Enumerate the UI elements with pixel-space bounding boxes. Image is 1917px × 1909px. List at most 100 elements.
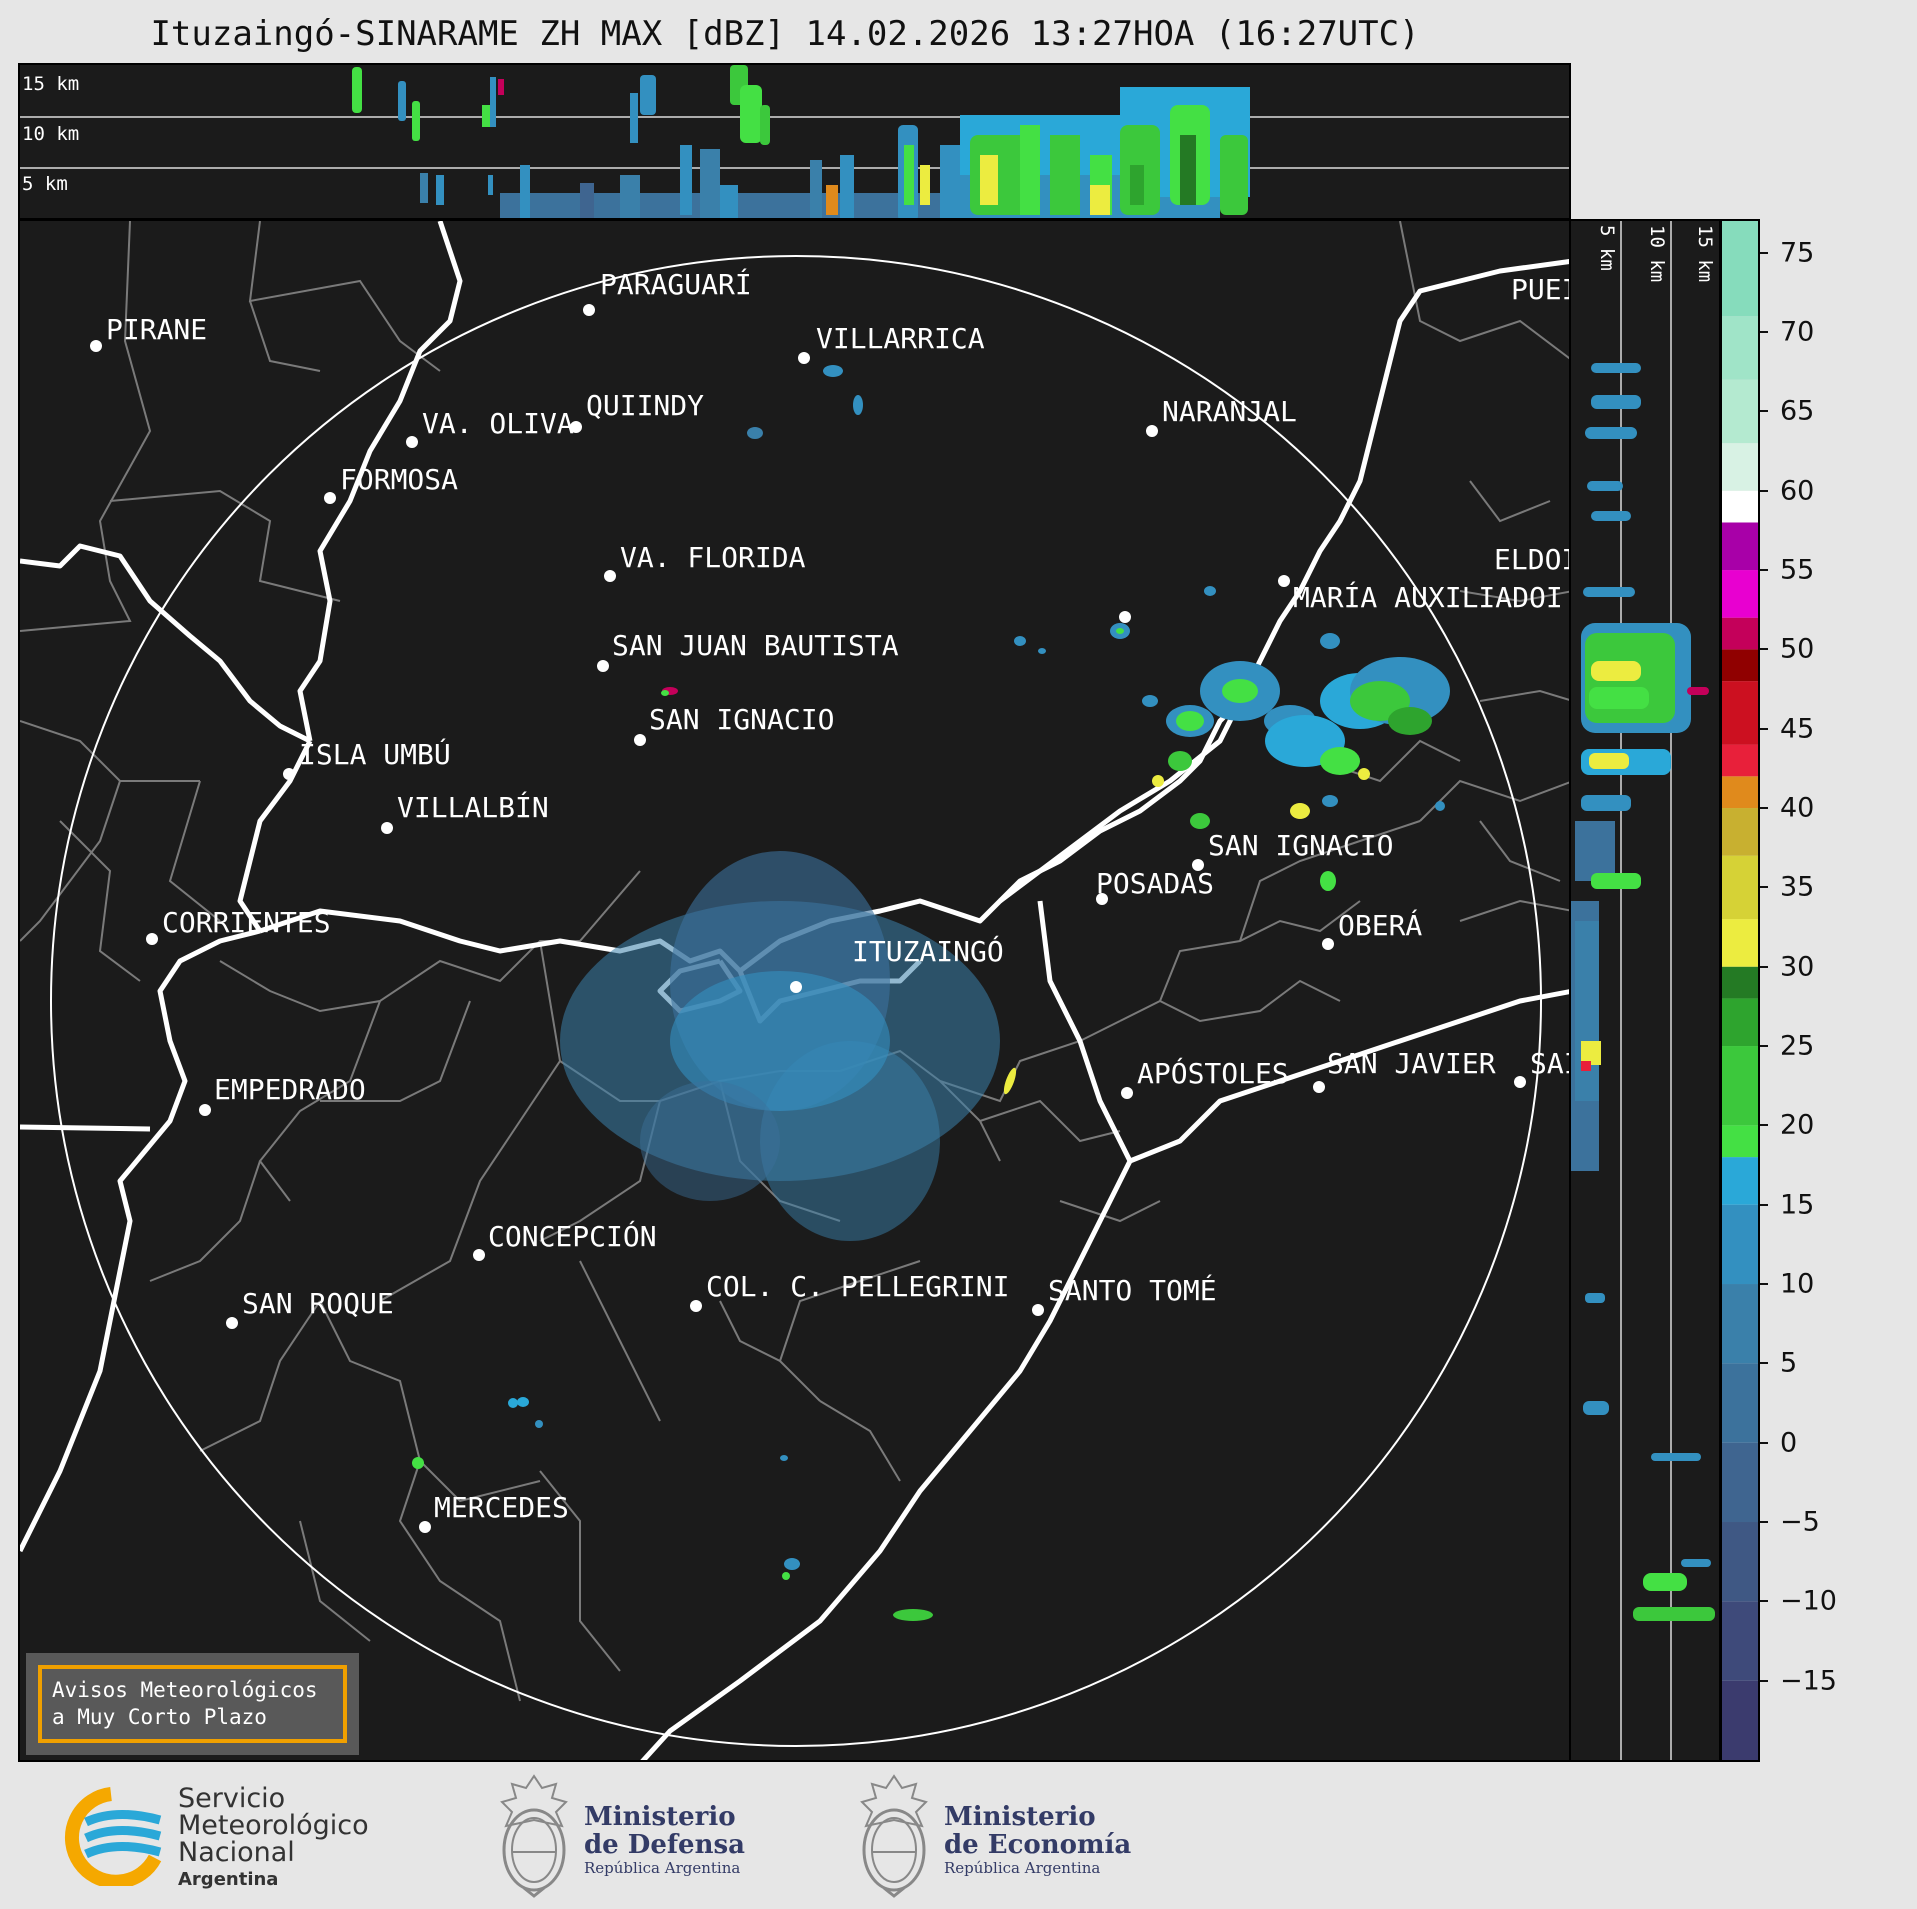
city-dot[interactable] xyxy=(1032,1304,1044,1316)
city-dot[interactable] xyxy=(1121,1087,1133,1099)
city-dot[interactable] xyxy=(381,822,393,834)
colorbar-tick-mark xyxy=(1760,1283,1768,1286)
city-label: COL. C. PELLEGRINI xyxy=(706,1270,1009,1303)
side-label-15km: 15 km xyxy=(1694,225,1716,282)
city-label: OBERÁ xyxy=(1338,908,1422,942)
colorbar-tick-label: 75 xyxy=(1780,237,1815,269)
city-dot[interactable] xyxy=(583,304,595,316)
city-dot[interactable] xyxy=(324,492,336,504)
city-dot[interactable] xyxy=(226,1317,238,1329)
city-label: EMPEDRADO xyxy=(214,1073,366,1106)
colorbar-tick-mark xyxy=(1760,331,1768,334)
colorbar-band xyxy=(1722,443,1758,491)
smn-name: Servicio Meteorológico Nacional Argentin… xyxy=(178,1785,369,1893)
city-label: SANTO TOMÉ xyxy=(1048,1273,1217,1307)
colorbar-tick-mark xyxy=(1760,1600,1768,1603)
colorbar-tick-mark xyxy=(1760,489,1768,492)
economia-name: Ministerio de Economía República Argenti… xyxy=(944,1803,1131,1877)
colorbar-tick-mark xyxy=(1760,569,1768,572)
smn-line-3: Nacional xyxy=(178,1837,295,1868)
colorbar-tick-mark xyxy=(1760,1521,1768,1523)
city-dot[interactable] xyxy=(1322,938,1334,950)
colorbar-tick-label: 35 xyxy=(1780,871,1815,903)
colorbar-band xyxy=(1722,522,1758,571)
colorbar-tick-label: 30 xyxy=(1780,951,1815,983)
city-dot[interactable] xyxy=(1096,893,1108,905)
city-dot[interactable] xyxy=(634,734,646,746)
colorbar-tick-label: 60 xyxy=(1780,475,1815,507)
colorbar-tick-label: 65 xyxy=(1780,395,1815,427)
city-dot[interactable] xyxy=(604,570,616,582)
colorbar-band xyxy=(1722,744,1758,777)
city-label: VA. OLIVA xyxy=(422,407,574,440)
city-label: POSADAS xyxy=(1096,867,1214,900)
city-dot[interactable] xyxy=(1192,859,1204,871)
city-label: PARAGUARÍ xyxy=(600,267,752,301)
city-label: PUEI xyxy=(1511,273,1571,306)
city-dot[interactable] xyxy=(406,436,418,448)
colorbar-tick-mark xyxy=(1760,648,1768,651)
city-dot[interactable] xyxy=(146,933,158,945)
economia-shield-icon xyxy=(860,1774,928,1898)
city-dot[interactable] xyxy=(690,1300,702,1312)
colorbar-tick-mark xyxy=(1760,1045,1768,1048)
warning-notice[interactable]: Avisos Meteorológicos a Muy Corto Plazo xyxy=(26,1653,359,1755)
colorbar-tick-label: 40 xyxy=(1780,792,1815,824)
colorbar-tick-label: 50 xyxy=(1780,633,1815,665)
city-dot[interactable] xyxy=(90,340,102,352)
city-dot[interactable] xyxy=(1514,1076,1526,1088)
colorbar-tick-label: 15 xyxy=(1780,1189,1815,1221)
top-profile-echoes xyxy=(352,65,1250,218)
colorbar-tick-mark xyxy=(1760,807,1768,810)
colorbar-band xyxy=(1722,649,1758,682)
city-label: SAN IGNACIO xyxy=(1208,829,1393,862)
colorbar-band xyxy=(1722,998,1758,1047)
city-dot[interactable] xyxy=(419,1521,431,1533)
city-dot[interactable] xyxy=(570,421,582,433)
city-dot[interactable] xyxy=(1313,1081,1325,1093)
city-label: NARANJAL xyxy=(1162,395,1297,428)
province-boundaries xyxy=(20,221,1569,1702)
city-label: MARÍA AUXILIADOI xyxy=(1293,580,1563,614)
city-label: VILLALBÍN xyxy=(397,790,549,824)
colorbar-tick-label: 20 xyxy=(1780,1109,1815,1141)
defensa-name: Ministerio de Defensa República Argentin… xyxy=(584,1803,745,1877)
defensa-line-2: de Defensa xyxy=(584,1830,745,1860)
colorbar-band xyxy=(1722,379,1758,444)
city-label: ISLA UMBÚ xyxy=(299,737,451,771)
colorbar-tick-mark xyxy=(1760,1203,1768,1206)
colorbar-band xyxy=(1722,1157,1758,1205)
colorbar-band xyxy=(1722,1680,1758,1760)
city-dot[interactable] xyxy=(798,352,810,364)
colorbar-tick-mark xyxy=(1760,886,1768,889)
smn-line-2: Meteorológico xyxy=(178,1810,369,1841)
colorbar-tick-mark xyxy=(1760,251,1768,254)
city-label: ITUZAINGÓ xyxy=(852,934,1004,968)
city-dot[interactable] xyxy=(473,1249,485,1261)
colorbar-tick-label: 0 xyxy=(1780,1427,1798,1459)
top-label-10km: 10 km xyxy=(22,123,79,145)
colorbar-tick-label: 55 xyxy=(1780,554,1815,586)
radar-site-dot[interactable] xyxy=(790,981,802,993)
top-profile-canvas: 15 km 10 km 5 km xyxy=(20,65,1569,218)
notice-line-1: Avisos Meteorológicos xyxy=(52,1678,318,1702)
city-dot[interactable] xyxy=(1119,611,1131,623)
colorbar-tick-mark xyxy=(1760,410,1768,413)
colorbar-tick-label: −15 xyxy=(1780,1665,1837,1697)
colorbar-band xyxy=(1722,617,1758,650)
city-dot[interactable] xyxy=(1278,575,1290,587)
colorbar xyxy=(1720,219,1760,1762)
colorbar-band xyxy=(1722,808,1758,856)
city-dot[interactable] xyxy=(283,768,295,780)
city-dot[interactable] xyxy=(597,660,609,672)
city-label: CORRIENTES xyxy=(162,906,331,939)
city-dot[interactable] xyxy=(199,1104,211,1116)
colorbar-band xyxy=(1722,681,1758,745)
city-label: SAN IGNACIO xyxy=(649,703,834,736)
radar-map[interactable]: PIRANE PARAGUARÍ VILLARRICA QUIINDY VA. … xyxy=(18,219,1571,1762)
city-dot[interactable] xyxy=(1146,425,1158,437)
economia-line-2: de Economía xyxy=(944,1830,1132,1860)
storm-echoes xyxy=(412,365,1450,1621)
colorbar-tick-mark xyxy=(1760,1362,1768,1365)
colorbar-band xyxy=(1722,490,1758,523)
